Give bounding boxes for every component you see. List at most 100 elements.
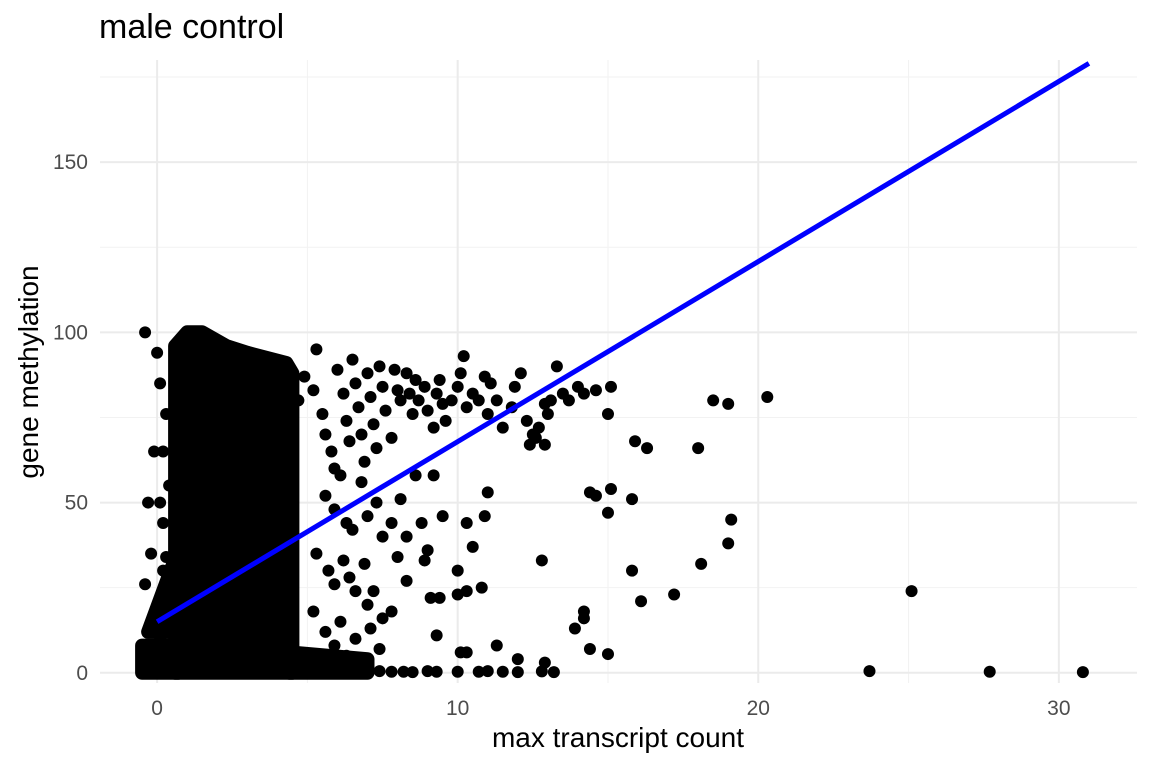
data-point	[550, 360, 563, 373]
data-point	[370, 442, 383, 455]
data-point	[385, 665, 398, 678]
data-point	[355, 476, 368, 489]
data-point	[722, 537, 735, 550]
data-point	[484, 377, 497, 390]
data-point	[319, 625, 332, 638]
data-point	[436, 397, 449, 410]
y-tick-label: 150	[53, 151, 88, 174]
data-point	[394, 493, 407, 506]
data-point	[601, 648, 614, 661]
data-point	[361, 367, 374, 380]
data-point	[496, 421, 509, 434]
data-point	[142, 496, 155, 509]
data-point	[511, 653, 524, 666]
data-point	[355, 428, 368, 441]
data-point	[472, 394, 485, 407]
data-point	[400, 367, 413, 380]
data-point	[139, 326, 152, 339]
data-point	[328, 639, 341, 652]
data-point	[391, 384, 404, 397]
data-point	[298, 370, 311, 383]
data-point	[409, 374, 422, 387]
data-point	[433, 591, 446, 604]
data-point	[481, 486, 494, 499]
data-point	[403, 387, 416, 400]
dense-point-cluster	[282, 645, 375, 680]
data-point	[583, 642, 596, 655]
data-point	[373, 360, 386, 373]
data-point	[604, 482, 617, 495]
data-point	[535, 554, 548, 567]
data-point	[520, 414, 533, 427]
data-point	[160, 408, 173, 421]
data-point	[343, 435, 356, 448]
data-point	[361, 510, 374, 523]
data-point	[388, 363, 401, 376]
data-point	[421, 665, 434, 678]
data-point	[385, 605, 398, 618]
data-point	[626, 564, 639, 577]
data-point	[421, 544, 434, 557]
data-point	[460, 646, 473, 659]
data-point	[641, 442, 654, 455]
data-point	[394, 394, 407, 407]
data-point	[385, 431, 398, 444]
data-point	[692, 442, 705, 455]
data-point	[481, 408, 494, 421]
data-point	[157, 445, 170, 458]
dense-point-cluster	[168, 325, 300, 680]
data-point	[142, 639, 155, 652]
data-point	[496, 665, 509, 678]
data-point	[475, 581, 488, 594]
data-point	[535, 665, 548, 678]
data-point	[589, 384, 602, 397]
data-point	[160, 659, 173, 672]
data-point	[424, 591, 437, 604]
data-points	[139, 326, 1089, 679]
data-point	[460, 516, 473, 529]
data-point	[376, 612, 389, 625]
data-point	[454, 367, 467, 380]
data-point	[358, 455, 371, 468]
data-point	[364, 622, 377, 635]
data-point	[406, 408, 419, 421]
data-point	[154, 632, 167, 645]
data-point	[415, 516, 428, 529]
data-point	[562, 394, 575, 407]
data-point	[391, 551, 404, 564]
data-point	[983, 665, 996, 678]
data-point	[376, 380, 389, 393]
data-point	[334, 615, 347, 628]
data-point	[310, 547, 323, 560]
data-point	[160, 585, 173, 598]
data-point	[409, 469, 422, 482]
data-point	[511, 666, 524, 679]
data-point	[695, 557, 708, 570]
data-point	[346, 353, 359, 366]
x-tick-label: 0	[151, 697, 163, 720]
x-axis-title: max transcript count	[492, 722, 744, 753]
data-point	[451, 588, 464, 601]
y-tick-label: 100	[53, 321, 88, 344]
data-point	[544, 394, 557, 407]
data-point	[601, 408, 614, 421]
data-point	[538, 438, 551, 451]
data-point	[490, 639, 503, 652]
x-tick-label: 20	[747, 697, 770, 720]
data-point	[340, 414, 353, 427]
data-point	[328, 578, 341, 591]
data-point	[385, 516, 398, 529]
data-point	[529, 431, 542, 444]
data-point	[358, 557, 371, 570]
data-point	[439, 414, 452, 427]
data-point	[307, 605, 320, 618]
data-point	[316, 408, 329, 421]
data-point	[154, 598, 167, 611]
data-point	[145, 547, 158, 560]
data-point	[400, 574, 413, 587]
data-point	[863, 665, 876, 678]
data-point	[157, 516, 170, 529]
data-point	[337, 387, 350, 400]
data-point	[490, 394, 503, 407]
